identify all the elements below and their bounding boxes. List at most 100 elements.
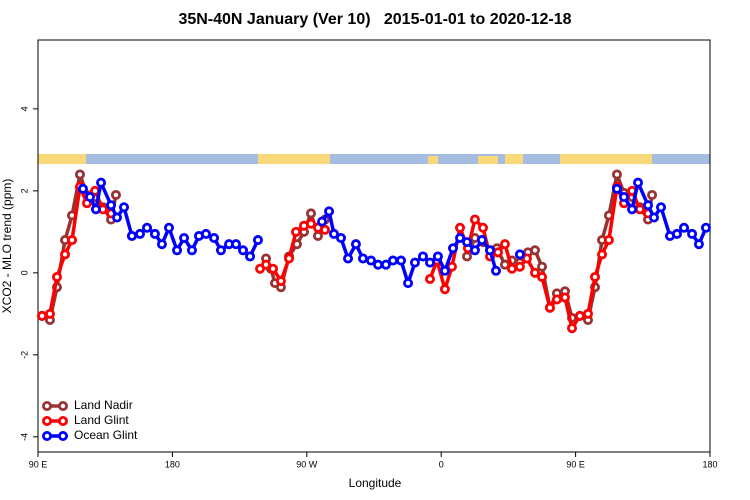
legend-marker <box>58 400 69 411</box>
point <box>647 189 658 200</box>
point <box>51 271 62 282</box>
point <box>611 183 622 194</box>
point <box>521 253 532 264</box>
x-tick-label: 90 E <box>29 459 48 469</box>
point <box>627 204 638 215</box>
point <box>106 200 117 211</box>
point <box>231 239 242 250</box>
point <box>537 271 548 282</box>
point <box>252 235 263 246</box>
point <box>238 245 249 256</box>
x-tick-label: 180 <box>702 459 717 469</box>
point <box>149 228 160 239</box>
point <box>618 192 629 203</box>
point <box>537 261 548 272</box>
point <box>111 212 122 223</box>
point <box>529 267 540 278</box>
point <box>633 177 644 188</box>
legend-marker <box>58 415 69 426</box>
point <box>366 255 377 266</box>
land-ocean-strip <box>38 154 710 164</box>
point <box>417 251 428 262</box>
point <box>156 239 167 250</box>
point <box>693 239 704 250</box>
point <box>134 228 145 239</box>
point <box>446 261 457 272</box>
point <box>44 308 55 319</box>
point <box>574 310 585 321</box>
y-tick-label: -2 <box>19 351 29 359</box>
point <box>476 235 487 246</box>
y-axis-label: XCO2 - MLO trend (ppm) <box>0 179 14 314</box>
point <box>317 216 328 227</box>
point <box>679 222 690 233</box>
plot-frame <box>37 39 711 453</box>
x-tick-label: 90 E <box>566 459 585 469</box>
y-tick-label: 4 <box>19 106 29 111</box>
point <box>209 233 220 244</box>
point <box>305 218 316 229</box>
point <box>469 245 480 256</box>
point <box>119 202 130 213</box>
legend-label: Ocean Glint <box>74 428 138 442</box>
point <box>462 251 473 262</box>
x-axis-label: Longitude <box>349 476 402 490</box>
point <box>439 284 450 295</box>
point <box>424 257 435 268</box>
point <box>179 233 190 244</box>
point <box>126 230 137 241</box>
point <box>312 230 323 241</box>
y-tick-label: 2 <box>19 188 29 193</box>
legend-marker <box>42 415 53 426</box>
point <box>343 253 354 264</box>
point <box>60 249 71 260</box>
point <box>462 237 473 248</box>
legend-marker <box>42 430 53 441</box>
point <box>455 222 466 233</box>
point <box>96 177 107 188</box>
point <box>380 259 391 270</box>
point <box>671 228 682 239</box>
point <box>567 323 578 334</box>
y-tick-label: 0 <box>19 270 29 275</box>
legend-marker <box>42 400 53 411</box>
point <box>324 206 335 217</box>
point <box>387 255 398 266</box>
point <box>455 233 466 244</box>
point <box>396 255 407 266</box>
point <box>687 228 698 239</box>
point <box>643 200 654 211</box>
point <box>284 253 295 264</box>
point <box>544 302 555 313</box>
point <box>559 292 570 303</box>
point <box>373 259 384 270</box>
point <box>350 239 361 250</box>
point <box>320 224 331 235</box>
point <box>67 235 78 246</box>
point <box>90 204 101 215</box>
point <box>110 189 121 200</box>
chart-title: 35N-40N January (Ver 10) 2015-01-01 to 2… <box>178 11 571 28</box>
point <box>328 228 339 239</box>
point <box>215 245 226 256</box>
point <box>335 233 346 244</box>
point <box>700 222 711 233</box>
point <box>506 263 517 274</box>
point <box>200 228 211 239</box>
point <box>186 245 197 256</box>
point <box>529 245 540 256</box>
point <box>142 222 153 233</box>
point <box>499 239 510 250</box>
point <box>603 235 614 246</box>
point <box>275 276 286 287</box>
point <box>634 204 645 215</box>
point <box>409 257 420 268</box>
point <box>611 169 622 180</box>
point <box>499 259 510 270</box>
point <box>305 208 316 219</box>
point <box>514 249 525 260</box>
y-tick-label: -4 <box>19 433 29 441</box>
legend-label: Land Nadir <box>74 398 133 412</box>
point <box>478 222 489 233</box>
